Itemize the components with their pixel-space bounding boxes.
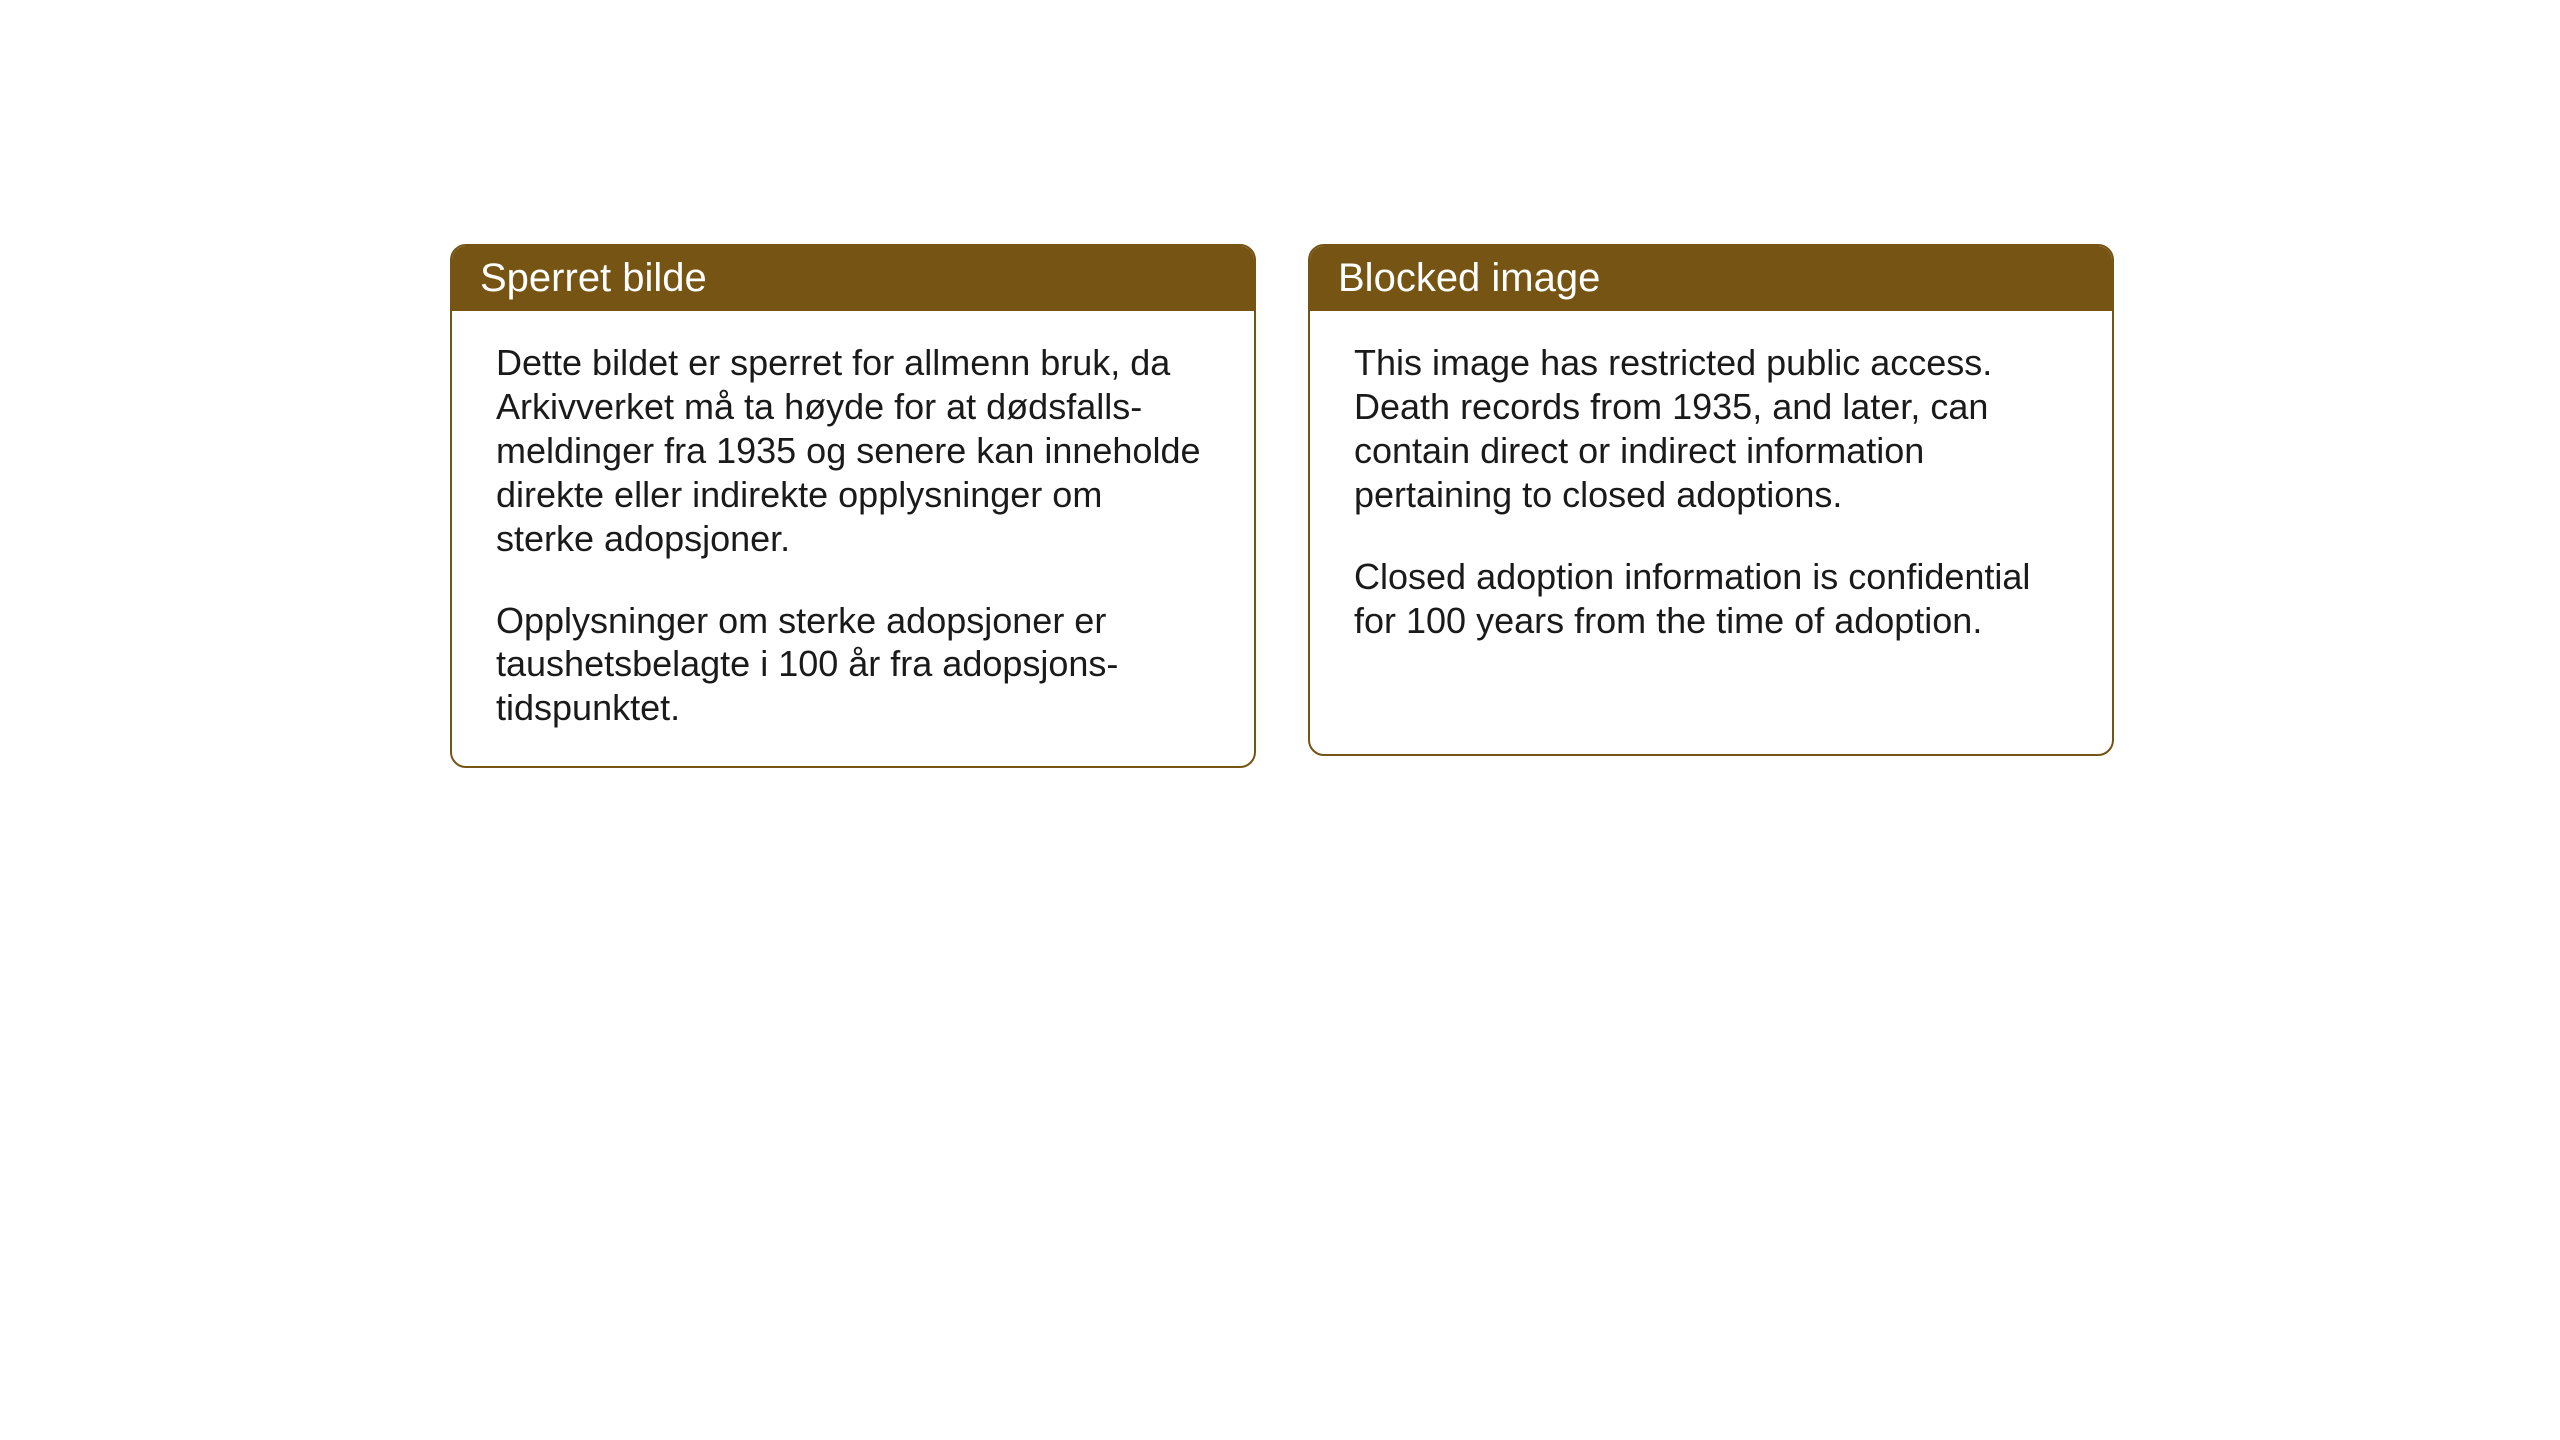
notice-card-norwegian: Sperret bilde Dette bildet er sperret fo…	[450, 244, 1256, 768]
notice-cards-container: Sperret bilde Dette bildet er sperret fo…	[450, 244, 2114, 768]
card-body-english: This image has restricted public access.…	[1310, 311, 2112, 678]
card-paragraph-2-norwegian: Opplysninger om sterke adopsjoner er tau…	[496, 599, 1210, 731]
notice-card-english: Blocked image This image has restricted …	[1308, 244, 2114, 756]
card-header-norwegian: Sperret bilde	[452, 246, 1254, 311]
card-header-english: Blocked image	[1310, 246, 2112, 311]
card-body-norwegian: Dette bildet er sperret for allmenn bruk…	[452, 311, 1254, 766]
card-paragraph-1-norwegian: Dette bildet er sperret for allmenn bruk…	[496, 341, 1210, 561]
card-title-norwegian: Sperret bilde	[480, 256, 707, 300]
card-title-english: Blocked image	[1338, 256, 1600, 300]
card-paragraph-2-english: Closed adoption information is confident…	[1354, 555, 2068, 643]
card-paragraph-1-english: This image has restricted public access.…	[1354, 341, 2068, 517]
